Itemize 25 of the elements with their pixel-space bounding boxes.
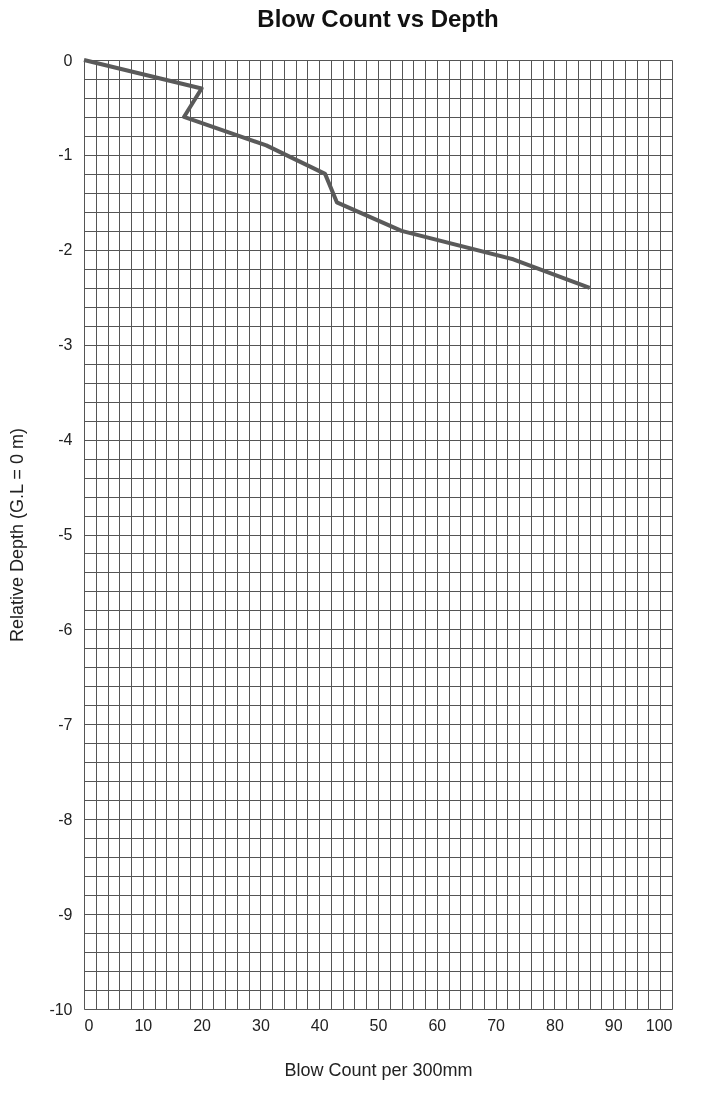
x-tick-label: 10 (134, 1016, 153, 1034)
y-tick-label: -10 (49, 1000, 73, 1018)
x-tick-label: 0 (84, 1016, 94, 1034)
x-tick-label: 20 (193, 1016, 212, 1034)
y-tick-label: -3 (58, 336, 73, 354)
x-tick-label: 40 (310, 1016, 329, 1034)
x-tick-label: 60 (428, 1016, 447, 1034)
y-tick-label: -8 (58, 810, 73, 828)
y-tick-label: 0 (63, 51, 73, 69)
y-tick-label: -4 (58, 431, 73, 449)
x-tick-label: 30 (252, 1016, 270, 1034)
x-tick-label: 50 (369, 1016, 388, 1034)
y-tick-label: -6 (58, 620, 73, 638)
chart-title: Blow Count vs Depth (257, 5, 499, 32)
x-tick-label: 90 (604, 1016, 623, 1034)
y-axis-title: Relative Depth (G.L = 0 m) (7, 428, 28, 642)
x-tick-label: 80 (546, 1016, 564, 1034)
x-tick-label: 70 (487, 1016, 506, 1034)
x-axis-title: Blow Count per 300mm (284, 1059, 473, 1080)
y-tick-label: -5 (58, 526, 73, 543)
x-tick-label: 100 (645, 1016, 673, 1034)
y-tick-label: -1 (58, 146, 73, 164)
y-tick-label: -7 (58, 715, 73, 733)
y-tick-label: -2 (58, 241, 73, 259)
y-tick-label: -9 (58, 905, 73, 923)
